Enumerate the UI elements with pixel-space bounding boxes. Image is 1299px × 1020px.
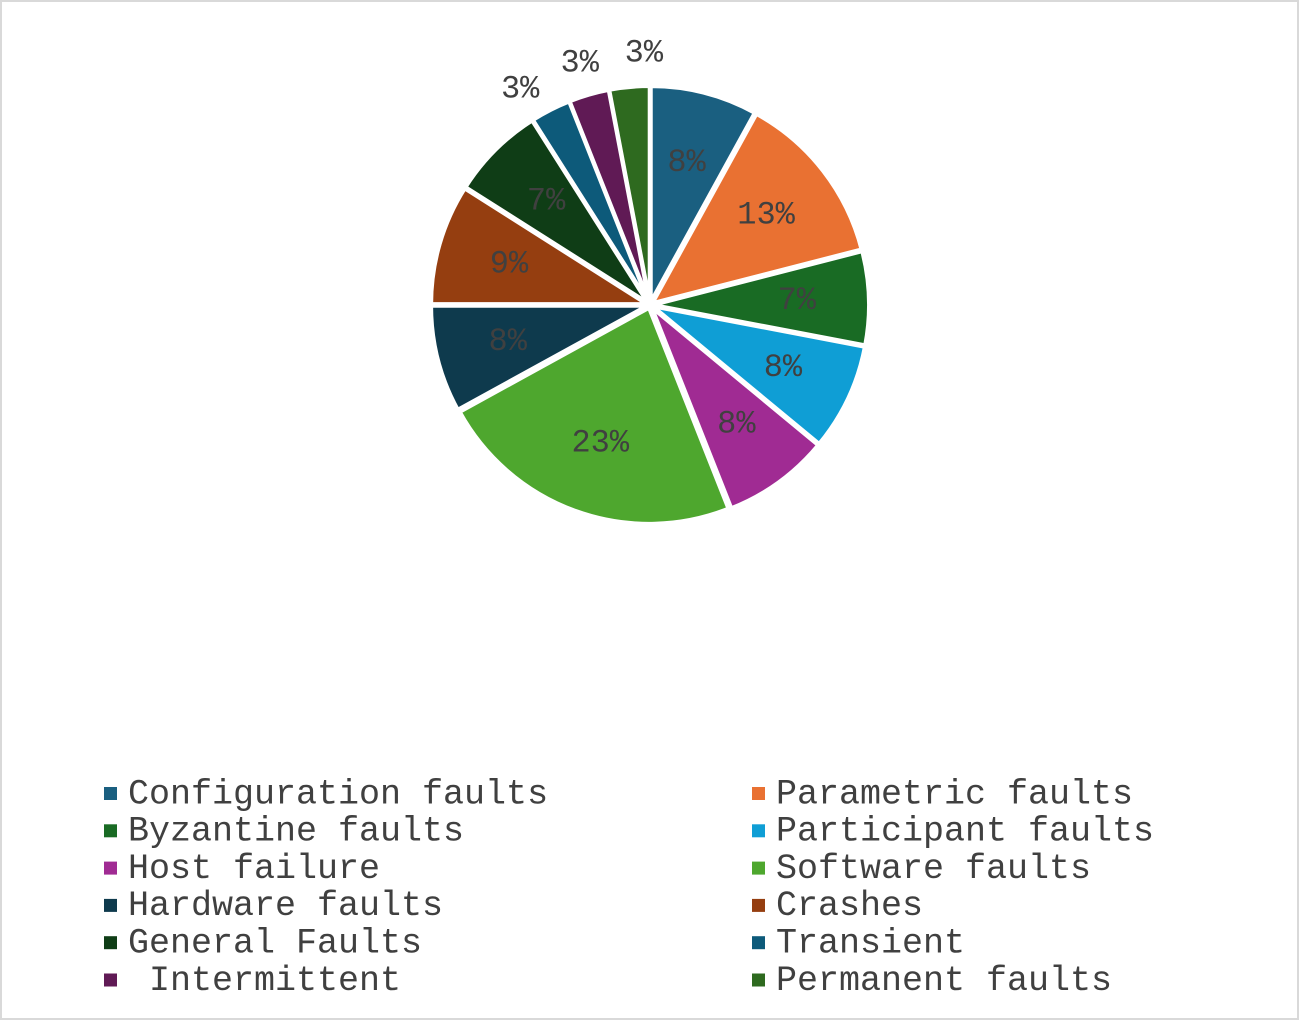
pie-slice [606,84,652,303]
data-label: 13% [737,196,795,233]
legend-label: Transient [776,923,965,963]
data-label: 3% [625,35,664,72]
pie-slice [648,84,758,304]
pie-slice [651,304,868,447]
legend-label: Byzantine faults [128,812,464,852]
legend-label: General Faults [128,923,422,963]
data-label: 8% [717,405,756,442]
legend-label: Configuration faults [128,774,548,814]
legend-marker [752,824,765,838]
legend-marker [752,787,765,800]
legend-label: Host failure [128,849,380,889]
legend-marker [752,936,765,950]
data-label: 7% [527,183,566,220]
legend-marker [104,787,117,800]
legend-marker [104,861,117,875]
legend-label: Participant faults [776,812,1154,852]
pie-slice [456,304,732,526]
data-label: 8% [667,144,706,181]
pie-slice [649,305,822,511]
legend-marker [104,936,117,950]
data-label: 9% [490,245,529,282]
legend-marker [104,973,117,987]
legend-marker [752,973,765,987]
legend-marker [752,898,765,912]
data-label: 7% [778,282,817,319]
data-label: 3% [560,44,599,81]
data-label: 3% [501,70,540,107]
pie-slice [429,185,655,307]
legend-label: Parametric faults [776,774,1133,814]
pie-slice [429,303,649,413]
data-label: 8% [764,349,803,386]
legend-marker [104,898,117,912]
legend-label: Permanent faults [776,961,1112,1001]
data-label: 23% [571,425,629,462]
legend-label: Software faults [776,849,1091,889]
data-label: 8% [489,323,528,360]
legend-label: Hardware faults [128,886,443,926]
legend-label: Crashes [776,886,923,926]
legend-marker [752,861,765,875]
legend-marker [104,824,117,838]
legend-label: Intermittent [128,961,401,1001]
pie-slice [648,111,865,307]
